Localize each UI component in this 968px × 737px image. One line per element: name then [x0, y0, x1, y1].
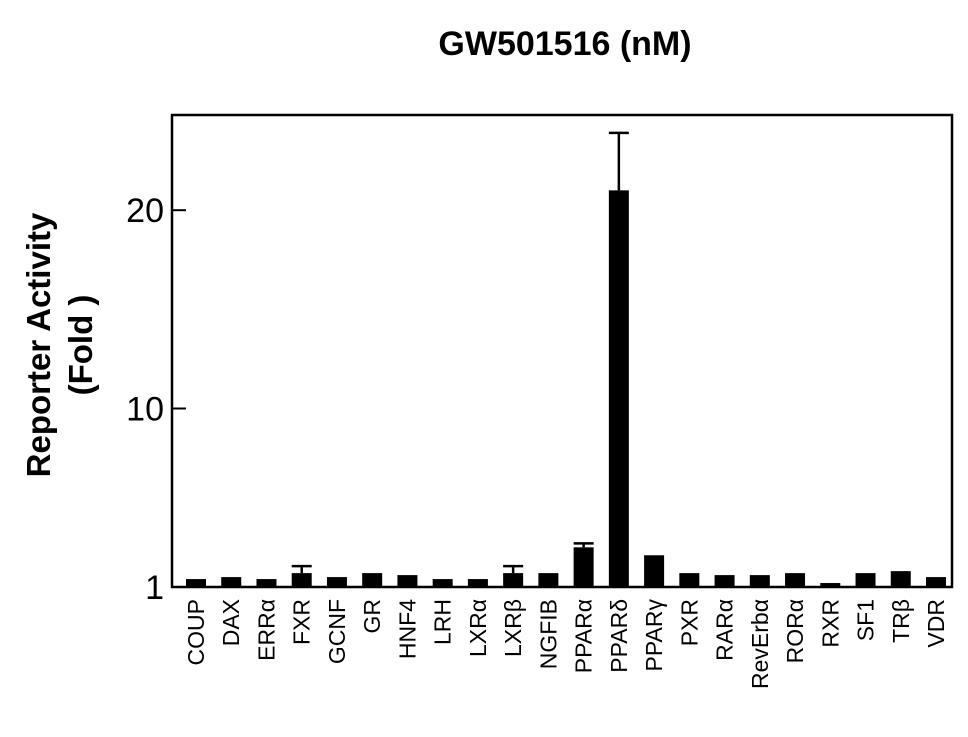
y-tick-label: 20	[126, 192, 164, 230]
y-tick-label: 10	[126, 391, 164, 429]
error-bars	[291, 131, 629, 574]
bar	[608, 190, 629, 588]
bar	[714, 575, 735, 587]
bar	[291, 573, 312, 587]
bar	[749, 575, 770, 587]
x-axis-ticks: COUP DAX ERRα FXR GCNF GR HNF4 LRH LXRα LXRβ NGFIB…	[183, 599, 949, 689]
x-tick-label: DAX	[218, 599, 244, 646]
x-tick-label: FXR	[289, 599, 315, 645]
x-tick-label: SF1	[853, 599, 879, 641]
x-tick-label: ERRα	[253, 599, 279, 661]
bar	[467, 579, 488, 587]
bar	[186, 579, 206, 587]
x-tick-label: RevErbα	[747, 599, 773, 689]
bar	[538, 573, 559, 587]
y-tick-label: 1	[145, 569, 164, 607]
x-tick-label: RXR	[817, 599, 843, 648]
bar	[432, 579, 453, 587]
x-tick-label: COUP	[183, 599, 209, 665]
x-tick-label: LXRβ	[500, 599, 526, 657]
bar	[785, 573, 806, 587]
chart-title: GW501516 (nM)	[438, 25, 691, 63]
bar	[890, 571, 911, 587]
x-tick-label: PPARδ	[606, 599, 632, 673]
bar	[573, 547, 594, 587]
x-tick-label: HNF4	[394, 599, 420, 659]
x-tick-label: NGFIB	[535, 599, 561, 669]
x-tick-label: GCNF	[324, 599, 350, 664]
x-tick-label: LXRα	[465, 599, 491, 657]
bars	[186, 190, 946, 588]
bar	[926, 577, 946, 587]
bar	[397, 575, 418, 587]
bar	[820, 583, 841, 587]
x-tick-label: RARα	[712, 599, 738, 661]
x-tick-label: PPARγ	[641, 599, 667, 672]
y-axis-label: Reporter Activity (Fold )	[20, 212, 99, 477]
x-tick-label: LRH	[430, 599, 456, 645]
bar	[256, 579, 277, 587]
y-axis-ticks: 1 10 20	[126, 192, 186, 607]
bar	[221, 577, 242, 587]
x-tick-label: TRβ	[888, 599, 914, 643]
y-axis-label-line2: (Fold )	[62, 295, 99, 396]
bar	[503, 573, 524, 587]
bar	[679, 573, 700, 587]
x-tick-label: RORα	[782, 599, 808, 663]
plot-frame	[170, 113, 954, 589]
bar	[855, 573, 876, 587]
y-axis-label-line1: Reporter Activity	[20, 212, 57, 477]
bar	[326, 577, 347, 587]
x-tick-label: VDR	[923, 599, 949, 648]
x-tick-label: PXR	[676, 599, 702, 646]
bar	[362, 573, 383, 587]
x-tick-label: GR	[359, 599, 385, 634]
x-tick-label: PPARα	[571, 599, 597, 673]
bar	[644, 555, 665, 587]
